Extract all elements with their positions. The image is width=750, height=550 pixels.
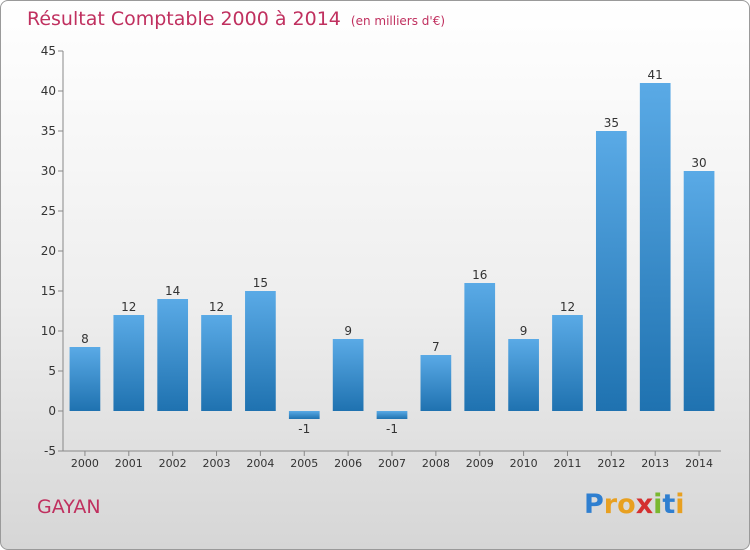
logo-letter: t [662, 489, 676, 520]
x-tick-label-2003: 2003 [203, 457, 231, 470]
bar-2011 [552, 315, 583, 411]
y-tick-label: 0 [48, 404, 56, 418]
data-label-2014: 30 [691, 156, 706, 170]
bar-2008 [420, 355, 452, 411]
y-tick-label: 35 [41, 124, 56, 138]
bar-2002 [157, 299, 189, 411]
x-tick-label-2010: 2010 [510, 457, 538, 470]
bar-2007 [376, 411, 408, 419]
commune-name: GAYAN [37, 496, 101, 518]
y-tick-label: 10 [41, 324, 56, 338]
x-tick-label-2013: 2013 [641, 457, 669, 470]
bar-2009 [464, 283, 496, 411]
logo-letter: x [635, 489, 654, 520]
chart-title-text: Résultat Comptable 2000 à 2014 [27, 8, 341, 30]
data-label-2002: 14 [165, 284, 180, 298]
x-tick-label-2011: 2011 [553, 457, 581, 470]
data-label-2013: 41 [648, 68, 663, 82]
logo-letter: r [603, 489, 618, 520]
bar-2014 [683, 171, 715, 411]
data-label-2007: -1 [386, 422, 398, 436]
bar-2006 [332, 339, 364, 411]
bar-2000 [69, 347, 101, 411]
unit-note: (en milliers d'€) [350, 14, 446, 28]
bar-2003 [201, 315, 232, 411]
data-label-2003: 12 [209, 300, 224, 314]
x-tick-label-2014: 2014 [685, 457, 713, 470]
data-label-2008: 7 [432, 340, 440, 354]
x-tick-label-2007: 2007 [378, 457, 406, 470]
x-tick-label-2009: 2009 [466, 457, 494, 470]
y-tick-label: 30 [41, 164, 56, 178]
bar-2004 [245, 291, 276, 411]
y-tick-label: -5 [44, 444, 56, 458]
logo-letter: o [617, 489, 636, 520]
x-tick-label-2001: 2001 [115, 457, 143, 470]
data-label-2001: 12 [121, 300, 136, 314]
y-tick-label: 15 [41, 284, 56, 298]
x-tick-label-2008: 2008 [422, 457, 450, 470]
y-tick-label: 25 [41, 204, 56, 218]
data-label-2010: 9 [520, 324, 528, 338]
data-label-2004: 15 [253, 276, 268, 290]
bar-2010 [508, 339, 539, 411]
data-label-2005: -1 [298, 422, 310, 436]
x-tick-label-2004: 2004 [246, 457, 274, 470]
x-tick-label-2012: 2012 [597, 457, 625, 470]
bar-2001 [113, 315, 145, 411]
x-tick-label-2005: 2005 [290, 457, 318, 470]
logo-letter: i [675, 489, 685, 520]
logo-letter: i [653, 489, 663, 520]
data-label-2006: 9 [344, 324, 352, 338]
bar-2012 [595, 131, 627, 411]
proxiti-logo: Proxiti [584, 489, 685, 520]
chart-title: Résultat Comptable 2000 à 2014 (en millie… [27, 8, 445, 30]
data-label-2000: 8 [81, 332, 89, 346]
y-tick-label: 40 [41, 84, 56, 98]
y-tick-label: 20 [41, 244, 56, 258]
bar-2005 [288, 411, 320, 419]
data-label-2012: 35 [604, 116, 619, 130]
data-label-2011: 12 [560, 300, 575, 314]
x-tick-label-2006: 2006 [334, 457, 362, 470]
x-tick-label-2002: 2002 [159, 457, 187, 470]
bar-chart: -5 0 5 10 15 20 25 30 35 40 45 2000 2001 2002 2003 2004… [41, 44, 721, 470]
logo-letter: P [584, 489, 604, 520]
data-label-2009: 16 [472, 268, 487, 282]
bar-2013 [639, 83, 671, 411]
x-tick-label-2000: 2000 [71, 457, 99, 470]
y-tick-label: 45 [41, 44, 56, 58]
y-tick-label: 5 [48, 364, 56, 378]
